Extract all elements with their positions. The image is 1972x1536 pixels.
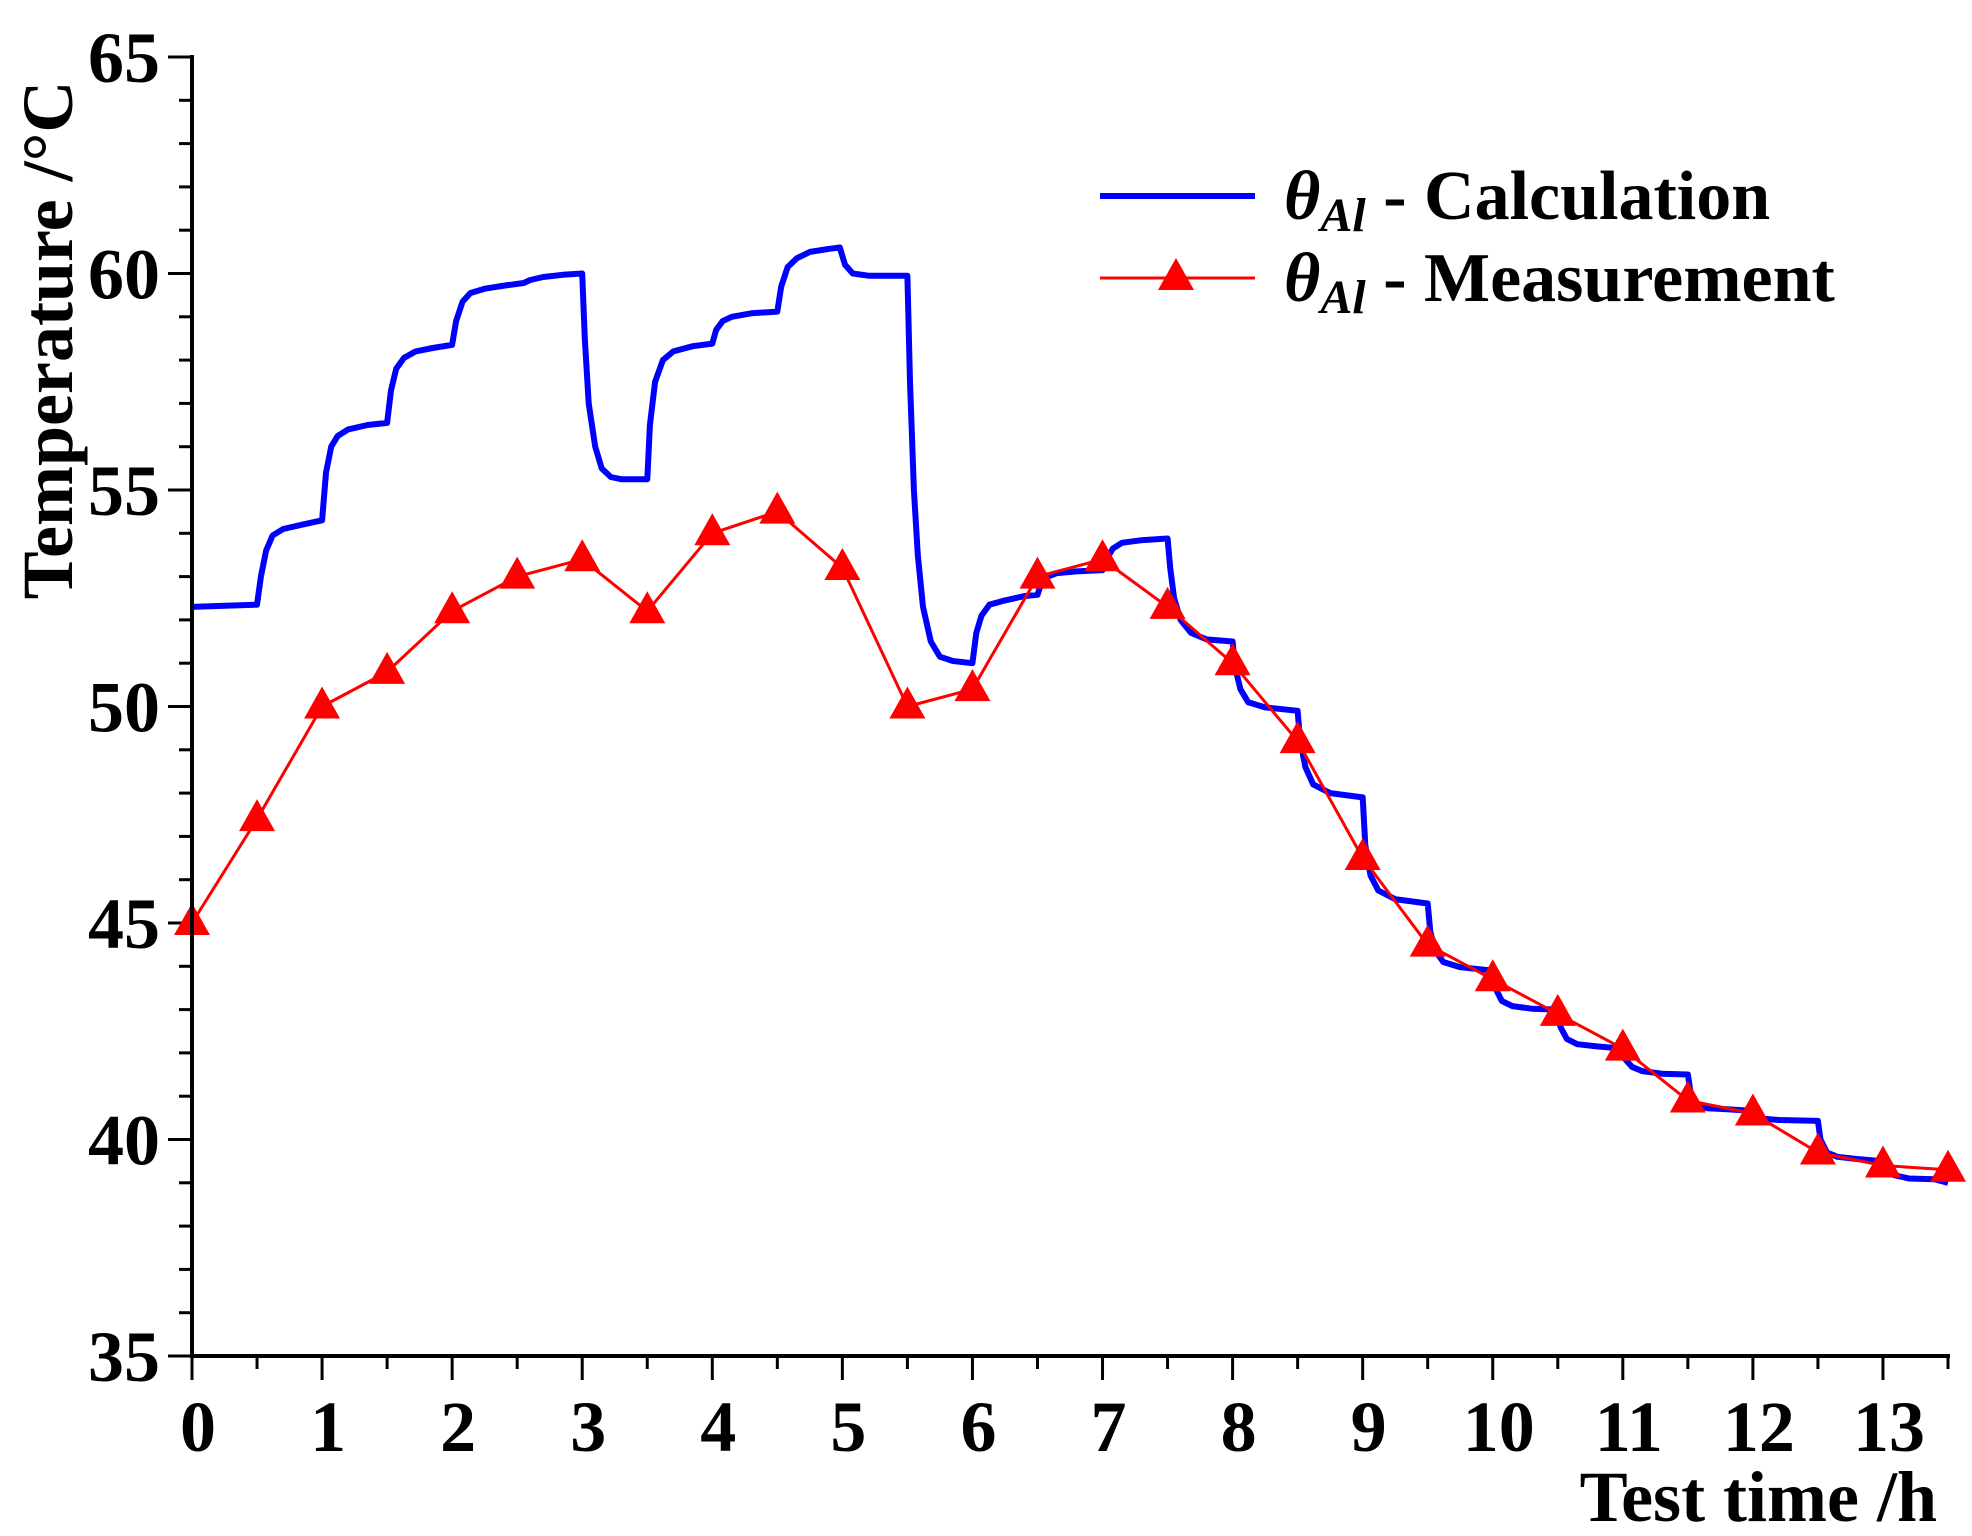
- x-tick-label: 9: [1351, 1387, 1387, 1467]
- measurement-marker: [434, 591, 471, 624]
- legend-symbol-theta: θ: [1284, 158, 1320, 235]
- legend-text-measurement: - Measurement: [1366, 240, 1835, 317]
- measurement-marker: [1864, 1145, 1901, 1178]
- legend-text-calculation: - Calculation: [1366, 158, 1770, 235]
- legend: θAl - Calculation θAl - Measurement: [1100, 158, 1835, 324]
- measurement-marker: [1799, 1132, 1836, 1165]
- x-tick-label: 6: [960, 1387, 996, 1467]
- measurement-marker: [304, 686, 341, 719]
- measurement-marker: [1474, 959, 1511, 992]
- measurement-marker: [954, 669, 991, 702]
- measurement-marker: [564, 539, 601, 572]
- series-line-measurement: [190, 510, 1949, 1172]
- series-layer: [174, 244, 1966, 1186]
- y-tick-label: 45: [88, 884, 160, 964]
- y-tick-label: 60: [88, 235, 160, 315]
- x-tick-label: 4: [700, 1387, 736, 1467]
- measurement-marker: [239, 799, 276, 832]
- x-tick-label: 3: [570, 1387, 606, 1467]
- legend-label-calculation: θAl - Calculation: [1284, 158, 1770, 242]
- x-tick-label: 0: [180, 1387, 216, 1467]
- y-tick-label: 35: [88, 1317, 160, 1397]
- measurement-marker: [369, 651, 406, 684]
- x-tick-label: 12: [1723, 1387, 1795, 1467]
- measurement-marker: [1149, 586, 1186, 619]
- measurement-marker: [1084, 539, 1121, 572]
- measurement-marker: [694, 513, 731, 546]
- x-tick-label: 5: [830, 1387, 866, 1467]
- y-tick-label: 55: [88, 451, 160, 531]
- x-tick-label: 11: [1595, 1387, 1663, 1467]
- legend-subscript-al: Al: [1317, 271, 1366, 324]
- legend-symbol-theta: θ: [1284, 240, 1320, 317]
- x-tick-label: 8: [1221, 1387, 1257, 1467]
- legend-marker-measurement: [1158, 258, 1194, 290]
- x-axis-title: Test time /h: [1580, 1457, 1937, 1536]
- x-tick-label: 2: [440, 1387, 476, 1467]
- y-tick-label: 65: [88, 18, 160, 98]
- measurement-marker: [889, 686, 926, 719]
- legend-label-measurement: θAl - Measurement: [1284, 240, 1835, 324]
- measurement-marker: [1930, 1149, 1966, 1182]
- measurement-marker: [824, 547, 861, 580]
- y-axis-title: Temperature /°C: [8, 81, 88, 600]
- y-tick-label: 50: [88, 668, 160, 748]
- measurement-marker: [1214, 643, 1251, 676]
- measurement-marker: [759, 491, 796, 524]
- measurement-marker: [499, 556, 536, 589]
- measurement-marker: [1539, 993, 1576, 1026]
- measurement-marker: [629, 591, 666, 624]
- x-tick-label: 7: [1091, 1387, 1127, 1467]
- measurement-marker: [1344, 838, 1381, 871]
- measurement-marker: [1604, 1028, 1641, 1061]
- measurement-marker: [1409, 924, 1446, 957]
- y-tick-label: 40: [88, 1101, 160, 1181]
- measurement-marker: [1669, 1080, 1706, 1113]
- measurement-marker: [1734, 1093, 1771, 1126]
- x-tick-label: 10: [1463, 1387, 1535, 1467]
- x-tick-label: 1: [310, 1387, 346, 1467]
- legend-subscript-al: Al: [1317, 189, 1366, 242]
- x-tick-label: 13: [1853, 1387, 1925, 1467]
- measurement-marker: [1019, 556, 1056, 589]
- measurement-marker: [1279, 721, 1316, 754]
